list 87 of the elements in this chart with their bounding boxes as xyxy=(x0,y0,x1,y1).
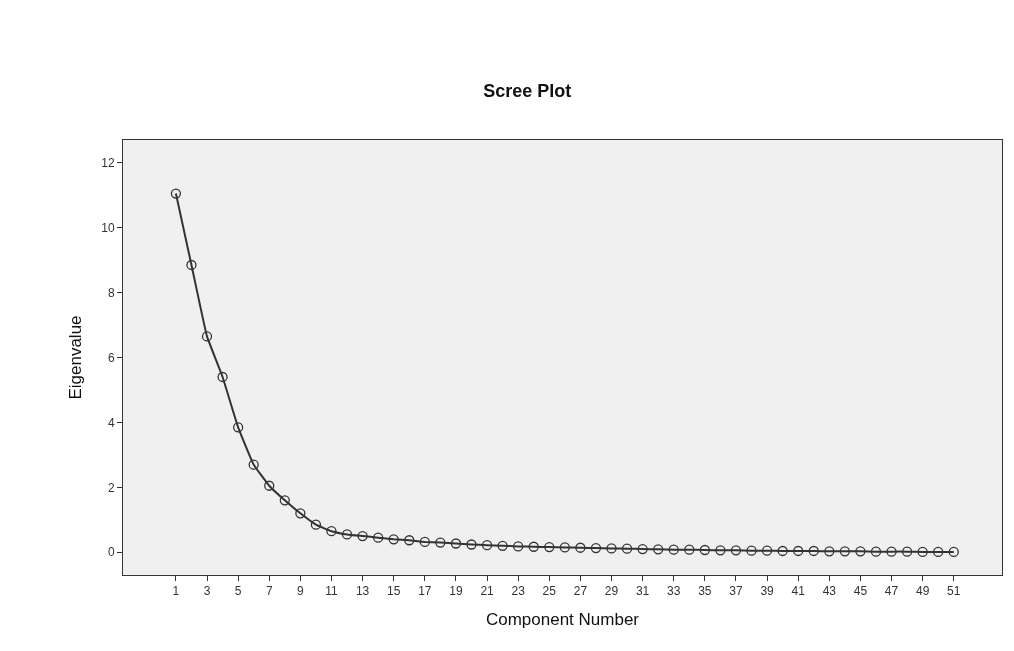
x-tick-label: 11 xyxy=(325,584,339,599)
point xyxy=(497,540,508,551)
x-tick-label: 29 xyxy=(604,584,619,599)
point xyxy=(948,546,959,558)
point xyxy=(684,544,695,555)
x-tick-label: 19 xyxy=(449,584,463,599)
point xyxy=(295,508,306,519)
x-tick-label: 51 xyxy=(947,584,961,599)
point xyxy=(388,534,399,545)
point xyxy=(824,546,835,557)
y-tick-label: 2 xyxy=(107,480,115,495)
point xyxy=(248,459,259,470)
point xyxy=(730,545,742,556)
point xyxy=(637,543,648,555)
point xyxy=(901,546,913,557)
point xyxy=(933,546,944,558)
point xyxy=(264,480,275,491)
point xyxy=(839,546,851,557)
x-tick-label: 3 xyxy=(203,584,211,599)
point xyxy=(201,331,213,342)
point xyxy=(808,545,819,557)
x-tick-label: 13 xyxy=(355,584,370,599)
x-tick-label: 39 xyxy=(760,584,775,599)
point xyxy=(372,532,384,543)
point xyxy=(513,541,524,552)
x-tick-label: 43 xyxy=(822,584,837,599)
point xyxy=(186,259,197,271)
point xyxy=(279,495,290,506)
x-tick-label: 7 xyxy=(265,584,273,599)
y-axis-title: Eigenvalue xyxy=(65,315,85,400)
x-tick-label: 15 xyxy=(387,584,401,599)
point xyxy=(606,543,617,554)
point xyxy=(621,543,633,554)
x-tick-label: 17 xyxy=(418,584,432,599)
point xyxy=(450,538,462,549)
chart-title: Scree Plot xyxy=(483,81,572,102)
point xyxy=(855,546,866,557)
point xyxy=(528,541,539,552)
point xyxy=(310,519,322,530)
point xyxy=(870,546,882,557)
x-tick-label: 25 xyxy=(542,584,557,599)
x-axis-title: Component Number xyxy=(485,609,640,629)
point xyxy=(232,422,244,433)
x-tick-label: 23 xyxy=(511,584,526,599)
point xyxy=(777,545,788,557)
x-tick-label: 35 xyxy=(698,584,712,599)
y-tick-label: 12 xyxy=(101,155,115,170)
x-tick-label: 37 xyxy=(729,584,743,599)
x-tick-label: 21 xyxy=(480,584,495,599)
point xyxy=(419,536,430,548)
x-tick-label: 9 xyxy=(297,584,305,599)
point xyxy=(404,535,415,546)
point xyxy=(715,545,726,556)
x-tick-label: 47 xyxy=(884,584,899,599)
x-tick-label: 33 xyxy=(667,584,681,599)
point xyxy=(466,539,477,550)
y-tick-label: 0 xyxy=(107,545,115,560)
y-tick-label: 6 xyxy=(107,350,115,365)
point xyxy=(886,546,897,557)
point xyxy=(435,537,446,548)
y-tick-label: 4 xyxy=(107,415,115,430)
point xyxy=(761,545,773,556)
y-tick-label: 8 xyxy=(107,285,115,300)
x-tick-label: 1 xyxy=(172,584,180,599)
point xyxy=(357,530,368,542)
point xyxy=(575,542,586,553)
point xyxy=(481,539,493,551)
point xyxy=(668,544,679,555)
x-tick-label: 49 xyxy=(915,584,930,599)
point xyxy=(793,545,804,557)
point xyxy=(699,544,710,556)
y-tick-label: 10 xyxy=(101,220,115,235)
x-tick-label: 5 xyxy=(234,584,242,599)
point xyxy=(170,188,182,199)
x-tick-label: 31 xyxy=(635,584,650,599)
x-tick-label: 45 xyxy=(853,584,868,599)
point xyxy=(746,545,757,556)
point xyxy=(653,544,664,555)
point xyxy=(559,542,570,553)
point xyxy=(590,542,602,554)
point xyxy=(326,526,337,537)
x-tick-label: 41 xyxy=(791,584,806,599)
x-tick-label: 27 xyxy=(573,584,588,599)
point xyxy=(544,541,555,553)
point xyxy=(917,546,928,558)
point xyxy=(217,371,228,383)
point xyxy=(341,529,353,540)
